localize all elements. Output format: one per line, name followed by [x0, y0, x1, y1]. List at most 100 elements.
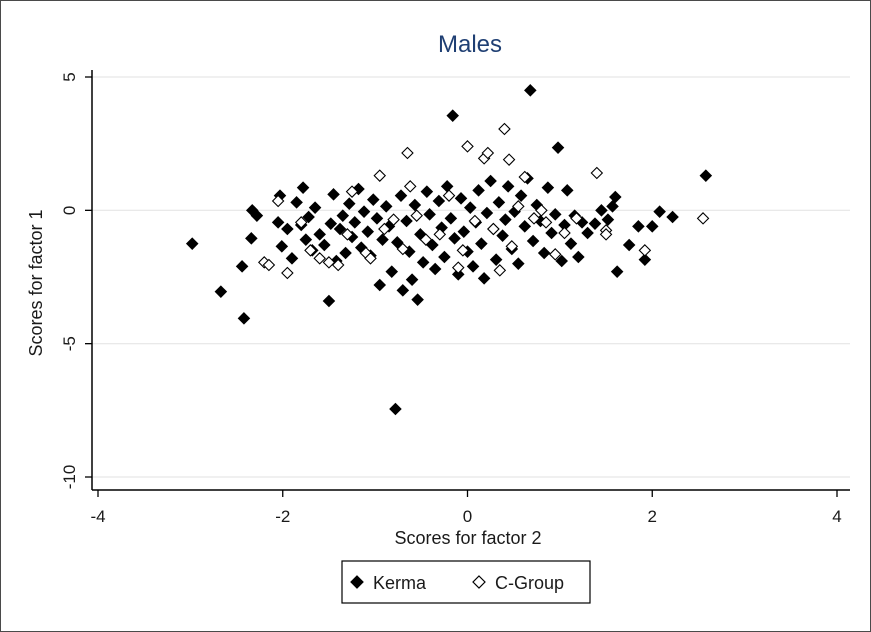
chart-title: Males — [438, 31, 502, 58]
legend-label-kerma: Kerma — [373, 573, 427, 593]
point-c-group — [535, 204, 548, 217]
point-kerma — [610, 265, 624, 278]
point-c-group — [345, 185, 359, 198]
y-axis-label: Scores for factor 1 — [26, 209, 46, 356]
point-c-group — [481, 146, 495, 160]
point-kerma — [622, 238, 636, 252]
point-c-group — [262, 258, 276, 272]
point-c-group — [558, 226, 571, 240]
point-kerma — [405, 273, 419, 286]
point-kerma — [448, 232, 461, 245]
point-kerma — [394, 189, 408, 202]
point-kerma — [411, 293, 424, 306]
point-c-group — [281, 266, 294, 280]
point-kerma — [555, 254, 568, 268]
point-kerma — [281, 222, 294, 236]
point-c-group — [364, 252, 377, 265]
point-kerma — [472, 184, 485, 197]
point-kerma — [545, 226, 558, 240]
point-kerma — [339, 246, 352, 260]
point-kerma — [601, 213, 615, 226]
point-kerma — [275, 240, 289, 253]
point-kerma — [492, 196, 506, 209]
point-kerma — [595, 204, 608, 217]
point-c-group — [498, 122, 511, 136]
point-kerma — [438, 250, 451, 264]
point-c-group — [294, 216, 308, 229]
point-kerma — [484, 174, 497, 188]
legend-marker-kerma — [350, 575, 364, 589]
point-c-group — [590, 166, 604, 180]
point-kerma — [352, 182, 365, 196]
point-kerma — [537, 246, 551, 260]
point-c-group — [527, 212, 541, 225]
y-tick-label: -5 — [60, 336, 79, 351]
point-c-group — [331, 258, 345, 272]
point-kerma — [638, 253, 652, 266]
point-kerma — [475, 237, 488, 250]
data-points — [185, 84, 713, 416]
point-kerma — [408, 198, 422, 212]
point-kerma — [560, 184, 574, 197]
point-c-group — [451, 261, 465, 274]
point-kerma — [370, 212, 384, 225]
point-c-group — [493, 264, 507, 277]
point-c-group — [468, 214, 482, 228]
point-kerma — [645, 220, 659, 233]
point-kerma — [376, 233, 389, 246]
point-kerma — [477, 272, 491, 285]
point-c-group — [410, 209, 423, 222]
point-kerma — [541, 181, 555, 194]
point-kerma — [322, 294, 336, 308]
point-kerma — [361, 225, 375, 238]
point-kerma — [389, 402, 402, 416]
point-kerma — [373, 278, 387, 292]
point-kerma — [416, 256, 430, 269]
point-kerma — [285, 252, 299, 265]
x-tick-label: 0 — [463, 507, 472, 526]
x-axis-label: Scores for factor 2 — [394, 528, 541, 548]
point-c-group — [433, 228, 447, 241]
point-kerma — [699, 169, 713, 182]
y-tick-label: 5 — [60, 72, 79, 81]
point-kerma — [606, 200, 619, 213]
point-c-group — [313, 252, 326, 265]
point-kerma — [348, 216, 362, 229]
point-c-group — [442, 189, 456, 202]
point-kerma — [653, 205, 666, 218]
point-kerma — [423, 208, 436, 221]
point-kerma — [524, 84, 537, 97]
point-kerma — [496, 229, 509, 242]
point-c-group — [696, 212, 710, 225]
point-kerma — [366, 193, 380, 206]
point-c-group — [271, 194, 285, 208]
point-c-group — [502, 153, 516, 166]
point-kerma — [420, 185, 434, 198]
point-kerma — [581, 226, 594, 240]
point-c-group — [487, 222, 500, 236]
point-kerma — [428, 262, 442, 276]
point-kerma — [302, 210, 315, 224]
point-kerma — [588, 217, 602, 230]
point-kerma — [235, 260, 249, 273]
point-kerma — [379, 200, 393, 213]
point-kerma — [426, 238, 439, 252]
x-tick-label: -4 — [90, 507, 105, 526]
point-kerma — [666, 210, 679, 224]
point-kerma — [548, 208, 562, 221]
point-kerma — [451, 268, 465, 281]
point-kerma — [518, 220, 532, 233]
point-kerma — [333, 222, 347, 236]
point-kerma — [463, 201, 477, 214]
point-kerma — [632, 220, 645, 233]
point-kerma — [324, 217, 338, 230]
point-kerma — [245, 232, 258, 245]
point-c-group — [456, 244, 470, 257]
point-kerma — [609, 190, 622, 204]
point-c-group — [599, 228, 613, 241]
point-c-group — [548, 248, 562, 261]
point-kerma — [551, 141, 565, 154]
point-c-group — [518, 170, 532, 184]
point-c-group — [401, 146, 414, 160]
